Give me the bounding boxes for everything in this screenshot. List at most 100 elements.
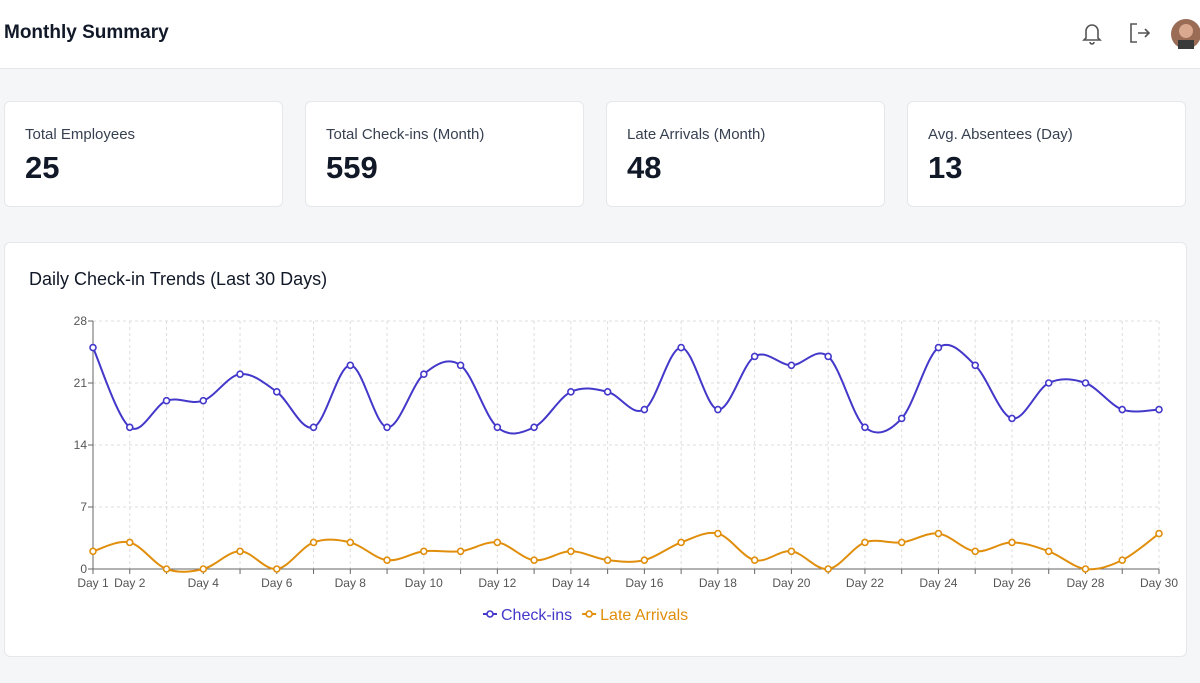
- point: [1155, 405, 1163, 414]
- legend: Check-ins Late Arrivals: [483, 607, 688, 624]
- point: [456, 361, 465, 370]
- x-tick-label: Day 18: [699, 576, 737, 590]
- point: [199, 396, 208, 405]
- x-tick-label: Day 20: [772, 576, 810, 590]
- stat-value: 25: [25, 150, 60, 185]
- point: [383, 556, 391, 564]
- x-tick-label: Day 14: [552, 576, 590, 590]
- point: [1081, 565, 1090, 573]
- point: [383, 423, 391, 432]
- legend-marker: [486, 610, 494, 618]
- point: [346, 361, 355, 370]
- point: [677, 538, 685, 547]
- point: [162, 565, 171, 573]
- point: [530, 556, 538, 564]
- point: [640, 405, 649, 414]
- point: [897, 414, 906, 423]
- point: [1008, 538, 1016, 547]
- point: [125, 423, 134, 432]
- point: [677, 343, 685, 352]
- point: [603, 556, 612, 564]
- point: [861, 538, 869, 547]
- x-tick-label: Day 10: [405, 576, 443, 590]
- point: [1044, 547, 1053, 556]
- point: [89, 547, 97, 556]
- point: [861, 423, 869, 432]
- x-tick-label: Day 22: [846, 576, 884, 590]
- point: [897, 538, 906, 547]
- line: [92, 531, 1160, 573]
- stat-value: 559: [326, 150, 378, 185]
- point: [125, 538, 134, 547]
- stat-card: Avg. Absentees (Day) 13: [907, 101, 1186, 207]
- point: [530, 423, 538, 432]
- point: [971, 361, 980, 370]
- x-tick-label: Day 6: [261, 576, 293, 590]
- y-tick-label: 28: [74, 314, 88, 328]
- point: [420, 547, 428, 556]
- point: [456, 547, 465, 556]
- avatar[interactable]: [1170, 18, 1200, 50]
- point: [272, 388, 281, 396]
- point: [199, 565, 208, 573]
- point: [640, 556, 649, 564]
- stat-card: Late Arrivals (Month) 48: [606, 101, 885, 207]
- point: [493, 538, 502, 547]
- legend-label: Check-ins: [501, 607, 572, 624]
- point: [714, 405, 722, 414]
- x-tick-label: Day 12: [478, 576, 516, 590]
- point: [824, 352, 832, 361]
- point: [787, 361, 796, 370]
- point: [1118, 405, 1127, 414]
- point: [567, 388, 575, 396]
- y-tick-label: 21: [74, 376, 88, 390]
- point: [1155, 529, 1163, 538]
- point: [750, 352, 759, 361]
- x-tick-label: Day 2: [114, 576, 146, 590]
- point: [89, 343, 97, 352]
- chart: Daily Check-in Trends (Last 30 Days) 0 7 1…: [29, 269, 1178, 624]
- point: [1118, 556, 1127, 564]
- stat-card: Total Check-ins (Month) 559: [305, 101, 584, 207]
- stat-card: Total Employees 25: [4, 101, 283, 207]
- logout-icon[interactable]: [1127, 20, 1153, 46]
- point: [346, 538, 355, 547]
- header: Monthly Summary: [0, 0, 1200, 69]
- x-tick-label: Day 24: [919, 576, 957, 590]
- x-tick-label: Day 8: [335, 576, 367, 590]
- x-tick-label: Day 26: [993, 576, 1031, 590]
- stat-value: 13: [928, 150, 963, 185]
- y-tick-label: 7: [80, 500, 87, 514]
- stat-label: Total Employees: [25, 126, 136, 143]
- page-title: Monthly Summary: [4, 22, 169, 43]
- point: [272, 565, 281, 573]
- point: [824, 565, 832, 573]
- point: [971, 547, 980, 556]
- line: [92, 343, 1160, 435]
- point: [236, 547, 244, 556]
- point: [493, 423, 502, 432]
- notifications-icon[interactable]: [1080, 20, 1104, 46]
- point: [934, 343, 943, 352]
- point: [787, 547, 796, 556]
- stat-label: Avg. Absentees (Day): [928, 126, 1073, 143]
- point: [714, 529, 722, 538]
- point: [1081, 379, 1090, 387]
- chart-card: Daily Check-in Trends (Last 30 Days) 0 7 1…: [4, 242, 1187, 657]
- stat-value: 48: [627, 150, 662, 185]
- y-tick-label: 0: [80, 562, 87, 576]
- point: [309, 423, 318, 432]
- stat-label: Total Check-ins (Month): [326, 126, 485, 143]
- point: [934, 529, 943, 538]
- x-tick-label: Day 4: [188, 576, 220, 590]
- point: [750, 556, 759, 564]
- x-tick-label: Day 1: [77, 576, 109, 590]
- point: [603, 388, 612, 396]
- x-tick-label: Day 30: [1140, 576, 1178, 590]
- legend-label: Late Arrivals: [600, 607, 688, 624]
- y-tick-label: 14: [74, 438, 88, 452]
- legend-marker: [585, 610, 593, 618]
- point: [420, 370, 428, 378]
- stat-label: Late Arrivals (Month): [627, 126, 766, 143]
